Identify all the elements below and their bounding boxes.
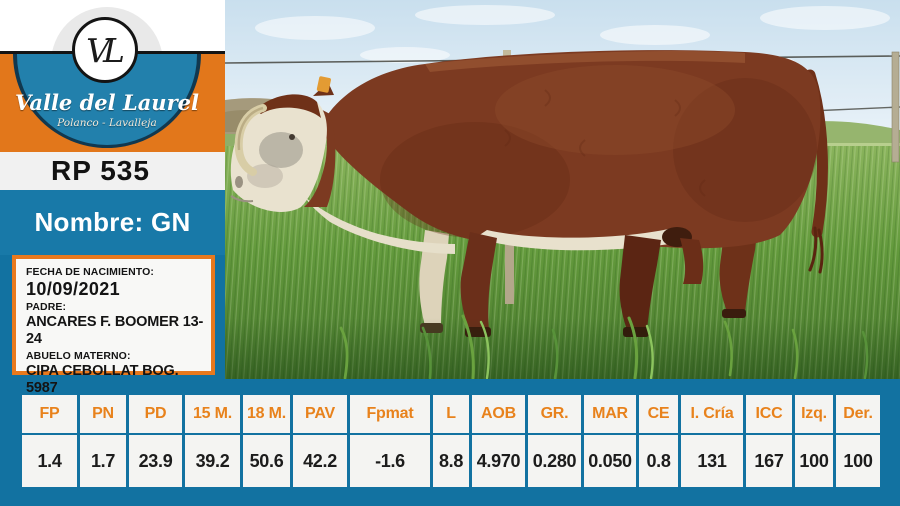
column-value: 4.970 — [472, 435, 525, 487]
ranch-name: Valle del Laurel — [15, 90, 199, 115]
table-column: PN 1.7 — [80, 395, 126, 487]
column-header: FP — [22, 395, 77, 433]
table-column: 15 M. 39.2 — [185, 395, 240, 487]
pedigree-label: PADRE: — [26, 301, 67, 313]
column-value: 23.9 — [129, 435, 182, 487]
table-column: GR. 0.280 — [528, 395, 581, 487]
table-column: MAR 0.050 — [584, 395, 636, 487]
column-header: Fpmat — [350, 395, 430, 433]
pedigree-box: FECHA DE NACIMIENTO: 10/09/2021 PADRE: A… — [12, 255, 215, 396]
table-column: AOB 4.970 — [472, 395, 525, 487]
pedigree-value: ANCARES F. BOOMER 13-24 — [26, 314, 204, 347]
table-column: CE 0.8 — [639, 395, 678, 487]
rp-badge: RP 535 — [0, 152, 225, 190]
pedigree-value: CIPA CEBOLLAT BOG. 5987 — [26, 363, 179, 396]
column-header: ICC — [746, 395, 792, 433]
pedigree-value: 10/09/2021 — [26, 279, 121, 299]
ranch-location: Polanco - Lavalleja — [57, 117, 157, 129]
column-value: 50.6 — [243, 435, 290, 487]
table-column: Izq. 100 — [795, 395, 833, 487]
column-value: 100 — [836, 435, 880, 487]
table-column: L 8.8 — [433, 395, 469, 487]
pedigree-label: ABUELO MATERNO: — [26, 350, 131, 362]
column-value: 1.4 — [22, 435, 77, 487]
column-header: GR. — [528, 395, 581, 433]
pedigree-label: FECHA DE NACIMIENTO: — [26, 266, 154, 278]
animal-name: Nombre: GN — [34, 207, 191, 237]
column-header: 15 M. — [185, 395, 240, 433]
table-column: PAV 42.2 — [293, 395, 347, 487]
pedigree-row: ABUELO MATERNO: CIPA CEBOLLAT BOG. 5987 — [26, 350, 211, 397]
column-value: 42.2 — [293, 435, 347, 487]
column-value: 8.8 — [433, 435, 469, 487]
column-value: 0.8 — [639, 435, 678, 487]
table-column: 18 M. 50.6 — [243, 395, 290, 487]
column-header: PN — [80, 395, 126, 433]
column-header: PD — [129, 395, 182, 433]
bull-photo — [225, 0, 900, 379]
rp-number: RP 535 — [51, 155, 150, 186]
column-value: -1.6 — [350, 435, 430, 487]
table-column: I. Cría 131 — [681, 395, 743, 487]
pedigree-row: FECHA DE NACIMIENTO: 10/09/2021 — [26, 266, 211, 299]
table-column: Fpmat -1.6 — [350, 395, 430, 487]
logo-monogram: VL — [72, 17, 138, 83]
name-badge: Nombre: GN — [0, 190, 225, 255]
ebv-table: FP 1.4 PN 1.7 PD 23.9 15 M. 39.2 18 M. 5… — [22, 395, 880, 487]
table-column: FP 1.4 — [22, 395, 77, 487]
table-column: Der. 100 — [836, 395, 880, 487]
column-value: 39.2 — [185, 435, 240, 487]
column-header: Der. — [836, 395, 880, 433]
table-column: ICC 167 — [746, 395, 792, 487]
logo-banner: Valle del Laurel Polanco - Lavalleja — [0, 54, 225, 152]
column-value: 0.280 — [528, 435, 581, 487]
sidebar: Valle del Laurel Polanco - Lavalleja VL … — [0, 0, 225, 506]
column-value: 1.7 — [80, 435, 126, 487]
fence-post-right — [891, 51, 900, 163]
column-header: L — [433, 395, 469, 433]
column-header: 18 M. — [243, 395, 290, 433]
column-header: CE — [639, 395, 678, 433]
column-header: I. Cría — [681, 395, 743, 433]
column-value: 167 — [746, 435, 792, 487]
logo-monogram-text: VL — [86, 30, 125, 70]
bull — [230, 50, 828, 337]
column-header: PAV — [293, 395, 347, 433]
fence-post-middle — [505, 212, 514, 304]
column-header: Izq. — [795, 395, 833, 433]
grass-blades — [339, 314, 869, 379]
column-value: 131 — [681, 435, 743, 487]
bull-photo-art — [225, 0, 900, 379]
column-value: 100 — [795, 435, 833, 487]
column-header: MAR — [584, 395, 636, 433]
column-header: AOB — [472, 395, 525, 433]
pedigree-row: PADRE: ANCARES F. BOOMER 13-24 — [26, 301, 211, 348]
table-column: PD 23.9 — [129, 395, 182, 487]
column-value: 0.050 — [584, 435, 636, 487]
